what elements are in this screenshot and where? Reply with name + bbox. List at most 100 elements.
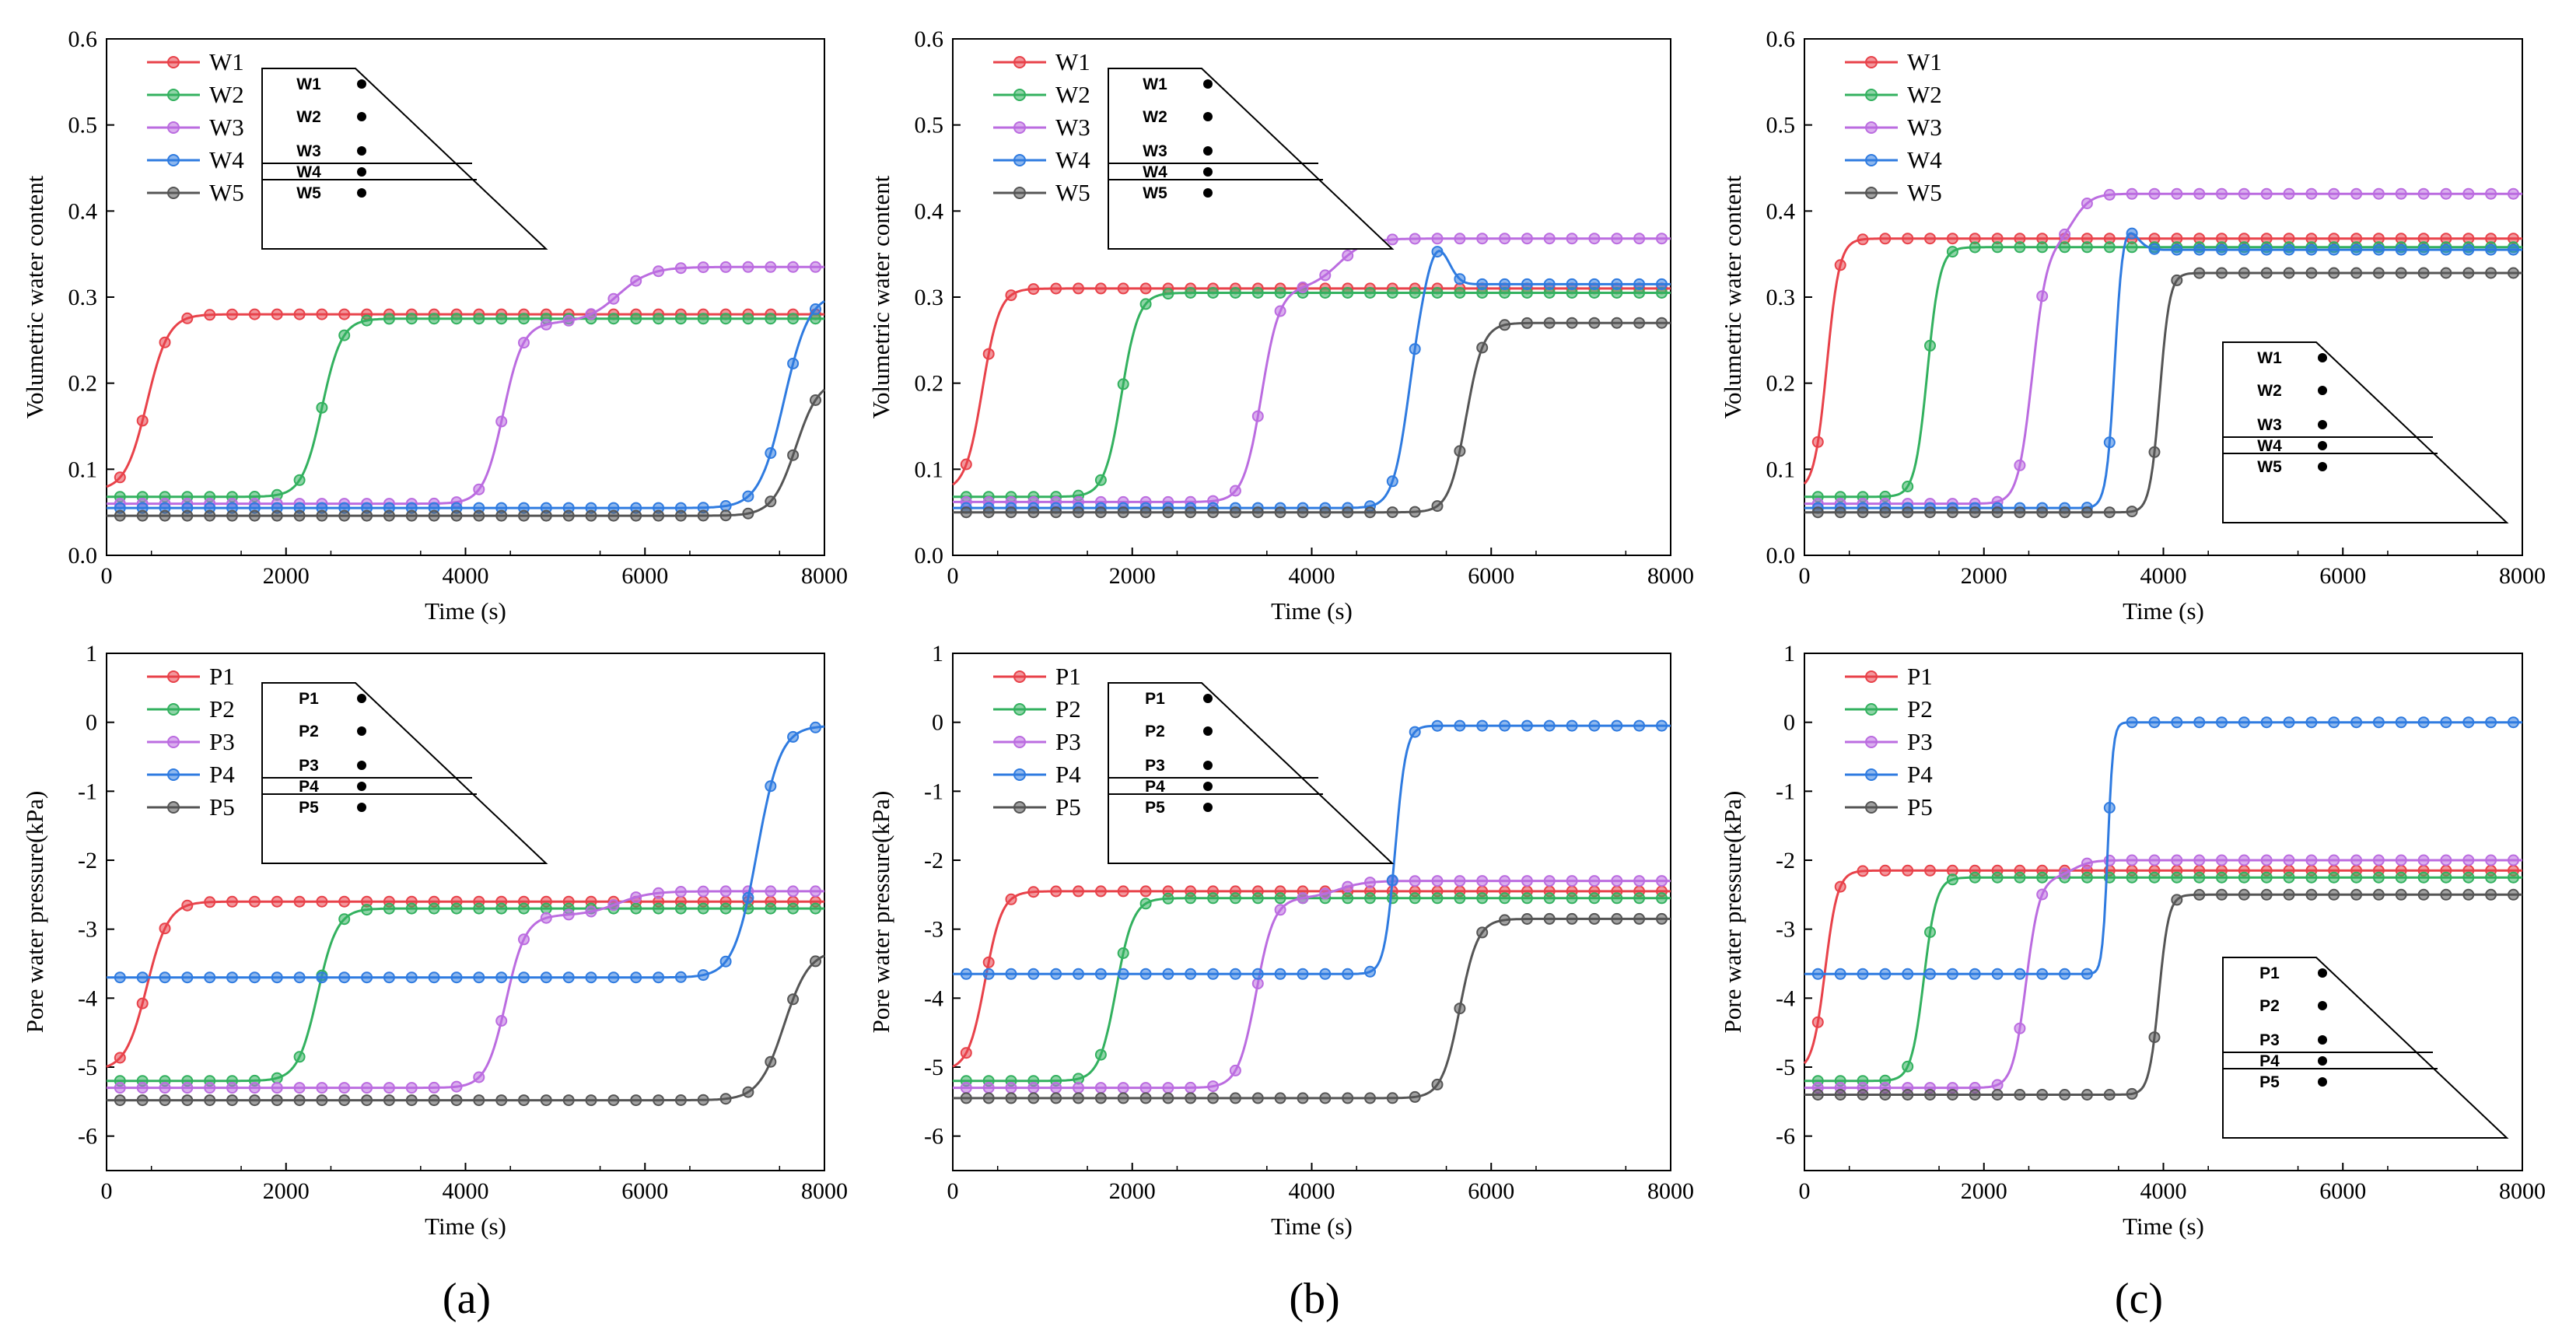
data-point-W3	[2238, 187, 2250, 200]
data-point-P4	[1902, 968, 1914, 980]
data-point-W3	[607, 292, 620, 305]
data-point-W5	[495, 509, 508, 522]
data-point-P4	[1588, 719, 1601, 732]
data-point-W3	[2148, 187, 2161, 200]
data-point-W3	[1499, 233, 1511, 245]
data-point-P4	[1409, 726, 1421, 738]
data-point-P1	[316, 895, 328, 908]
legend-marker-P5	[1013, 801, 1026, 814]
data-point-P4	[562, 971, 575, 984]
data-point-P5	[181, 1094, 194, 1107]
inset-label-P3: P3	[299, 757, 319, 775]
data-point-P5	[1139, 1092, 1152, 1104]
sensor-point-P1	[357, 694, 366, 703]
sensor-point-P3	[357, 761, 366, 770]
data-point-P2	[765, 902, 777, 915]
legend-marker-W4	[1013, 154, 1026, 166]
data-point-P4	[1251, 968, 1264, 980]
data-point-P1	[159, 922, 171, 935]
legend-marker-P4	[1013, 768, 1026, 781]
data-point-W2	[674, 313, 687, 325]
data-point-W2	[1094, 474, 1107, 486]
data-point-W4	[1588, 278, 1601, 290]
data-point-W3	[2417, 187, 2430, 200]
data-point-W5	[1364, 506, 1376, 519]
data-point-P5	[787, 993, 800, 1006]
data-point-P3	[2260, 854, 2273, 866]
inset-label-W5: W5	[296, 184, 321, 202]
legend-marker-P2	[167, 703, 180, 716]
data-point-W1	[226, 308, 238, 320]
data-point-W2	[653, 313, 665, 325]
data-point-P4	[1364, 965, 1376, 978]
data-point-W4	[2417, 243, 2430, 256]
data-point-P3	[518, 933, 530, 946]
data-point-W4	[2372, 243, 2385, 256]
y-tick-label: 0.1	[68, 457, 98, 482]
data-point-P2	[653, 902, 665, 915]
panel-label-a: (a)	[443, 1275, 491, 1323]
data-point-W2	[293, 474, 306, 486]
data-point-P2	[1117, 947, 1129, 959]
data-point-W3	[585, 308, 597, 320]
data-point-P5	[2260, 888, 2273, 901]
data-point-P2	[518, 902, 530, 915]
y-tick-label: -4	[78, 985, 97, 1011]
data-point-P2	[2193, 871, 2206, 884]
data-point-P5	[697, 1094, 709, 1106]
data-point-P2	[2372, 871, 2385, 884]
data-point-W1	[1946, 233, 1958, 245]
slope-inset: W1 W2 W3 W4 W5	[2222, 341, 2509, 523]
y-tick-label: -2	[924, 848, 943, 873]
y-tick-label: -6	[78, 1124, 97, 1150]
data-point-W5	[2126, 506, 2138, 518]
inset-label-W5: W5	[2257, 458, 2282, 476]
data-point-P3	[2372, 854, 2385, 866]
inset-label-W4: W4	[296, 163, 321, 181]
data-point-P4	[607, 971, 620, 984]
data-point-W4	[2328, 243, 2340, 256]
data-point-P3	[1431, 875, 1444, 887]
data-point-W3	[2260, 187, 2273, 200]
data-point-P2	[495, 902, 508, 915]
data-point-P1	[1811, 1016, 1824, 1028]
data-point-W1	[1050, 282, 1062, 295]
data-point-P2	[1521, 892, 1533, 905]
sensor-point-P5	[2318, 1077, 2327, 1087]
data-point-P2	[338, 913, 351, 926]
data-point-W2	[630, 313, 642, 325]
sensor-point-W1	[1203, 79, 1213, 89]
data-point-P4	[1386, 874, 1398, 887]
x-tick-label: 8000	[1647, 1178, 1694, 1204]
data-point-P3	[1521, 875, 1533, 887]
data-point-P4	[742, 891, 754, 904]
data-point-P4	[1139, 968, 1152, 980]
data-point-P2	[271, 1072, 283, 1084]
data-point-P3	[2395, 854, 2407, 866]
data-point-P2	[1431, 892, 1444, 905]
data-point-W5	[1834, 506, 1846, 519]
data-point-W4	[1454, 273, 1466, 285]
sensor-point-P4	[357, 782, 366, 791]
data-point-W3	[1297, 282, 1309, 293]
y-tick-label: -3	[1776, 917, 1795, 943]
data-point-P3	[450, 1080, 463, 1093]
data-point-W5	[1297, 506, 1309, 519]
data-point-W4	[1656, 278, 1668, 290]
data-point-P3	[2328, 854, 2340, 866]
legend-label-P3: P3	[1055, 728, 1081, 755]
data-point-P1	[204, 896, 216, 908]
data-point-W2	[1431, 287, 1444, 299]
data-point-W2	[1117, 378, 1129, 390]
data-point-P3	[2014, 1022, 2026, 1034]
slope-inset: P1 P2 P3 P4 P5	[2222, 957, 2509, 1139]
data-point-W5	[2216, 267, 2228, 279]
data-point-P4	[136, 971, 149, 984]
data-point-W2	[316, 401, 328, 414]
legend-marker-P1	[167, 670, 180, 683]
data-point-P3	[1633, 875, 1646, 887]
x-tick-label: 2000	[263, 1178, 310, 1204]
data-point-W5	[293, 509, 306, 522]
data-point-W5	[204, 509, 216, 522]
data-point-W3	[2171, 187, 2183, 200]
